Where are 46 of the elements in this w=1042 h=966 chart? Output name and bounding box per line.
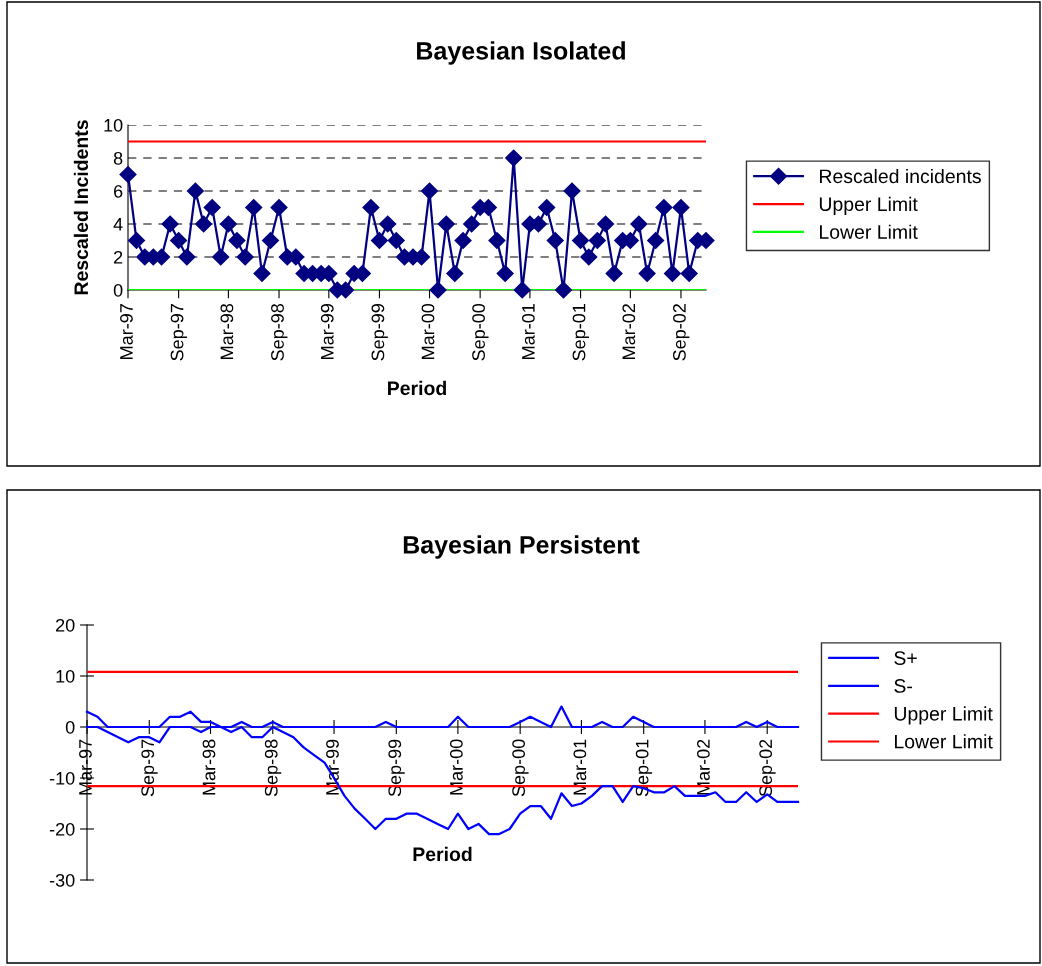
x-tick-label: Mar-99 [320,304,334,359]
x-tick-label: Mar-02 [697,739,710,795]
legend-label: Lower Limit [820,224,918,239]
x-tick-label: Sep-01 [572,304,589,361]
x-tick-label: Sep-02 [759,739,776,797]
x-tick-label: Mar-00 [421,303,435,359]
y-tick-label: 2 [114,250,123,264]
y-tick-label: 4 [113,218,123,231]
y-tick-label: 20 [56,618,75,632]
chart-title: Bayesian Persistent [403,535,640,559]
y-axis-title: Rescaled Incidents [73,120,89,295]
legend-label: Upper Limit [894,706,993,725]
x-tick-label: Mar-98 [202,739,216,795]
x-tick-label: Sep-00 [512,739,529,797]
y-tick-label: 0 [113,283,123,297]
x-axis-title: Period [388,380,446,396]
x-tick-label: Mar-02 [622,304,636,359]
y-tick-label: -10 [49,771,75,785]
x-tick-label: Mar-00 [449,739,463,795]
legend-label: S+ [894,651,917,665]
y-tick-label: -30 [49,873,75,887]
x-tick-label: Sep-00 [472,303,489,361]
x-tick-label: Sep-02 [673,304,690,361]
x-axis-title: Period [413,846,472,862]
y-tick-label: 10 [104,118,123,132]
x-tick-label: Sep-98 [264,739,282,797]
x-tick-label: Sep-98 [271,303,288,361]
y-tick-label: 8 [113,151,123,165]
x-tick-label: Sep-99 [388,739,405,797]
y-tick-label: 0 [65,720,75,734]
x-tick-label: Sep-99 [371,304,388,361]
legend-label: Upper Limit [819,196,918,215]
y-tick-label: 10 [56,669,75,683]
x-tick-label: Mar-01 [573,739,587,795]
x-tick-label: Sep-97 [170,304,188,361]
legend-label: Rescaled incidents [820,168,981,184]
x-tick-label: Mar-97 [79,739,92,795]
legend-label: S- [894,679,912,693]
chart-title: Bayesian Isolated [417,41,625,65]
legend-label: Lower Limit [895,734,993,749]
x-tick-label: Mar-01 [521,304,535,359]
x-tick-label: Sep-97 [141,739,158,797]
x-tick-label: Mar-98 [220,303,234,359]
y-tick-label: 6 [114,184,123,198]
x-tick-label: Mar-97 [120,304,133,359]
y-tick-label: -20 [49,822,75,836]
